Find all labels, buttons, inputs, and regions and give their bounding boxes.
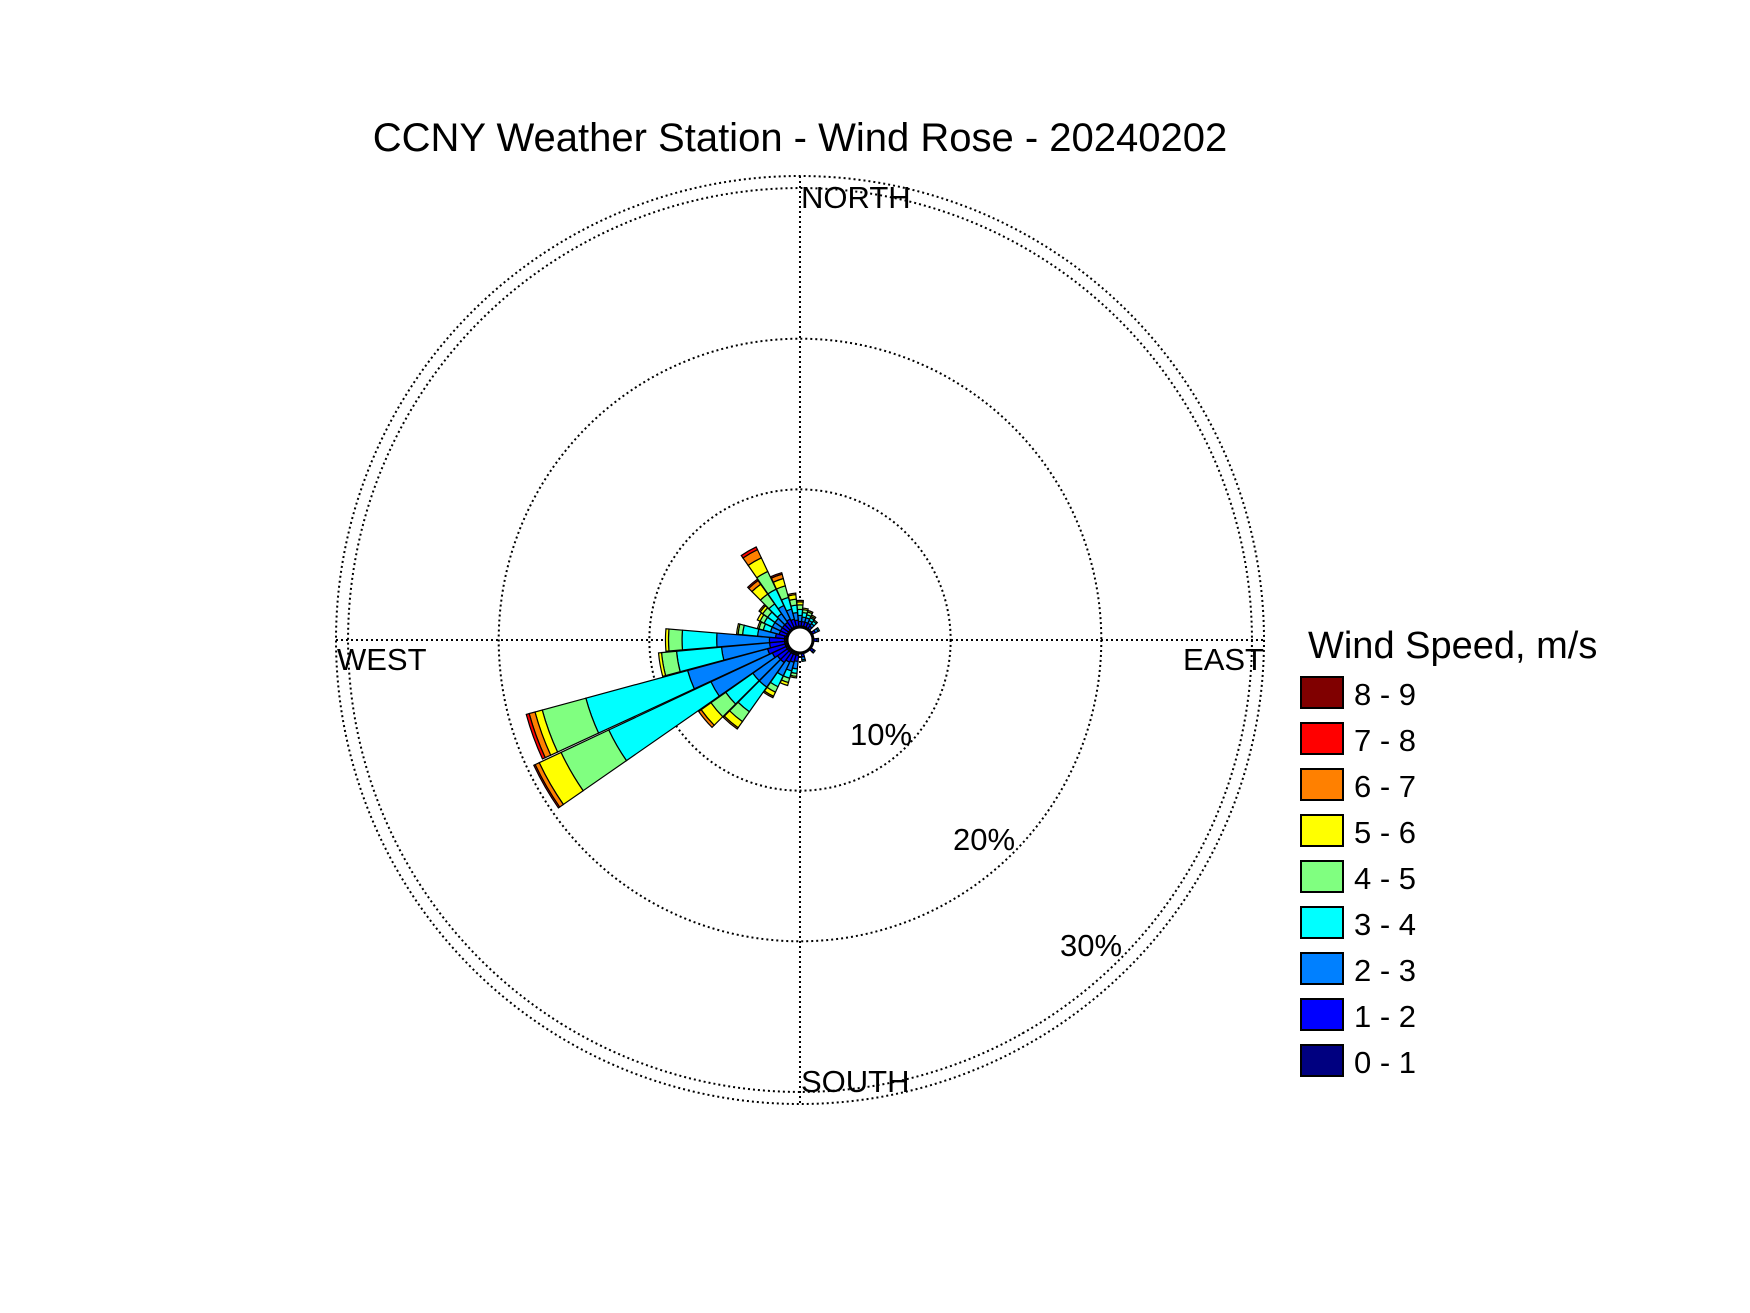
wind-sectors: [525, 546, 821, 809]
legend-title: Wind Speed, m/s: [1308, 625, 1597, 667]
ring-label-30: 30%: [1060, 928, 1122, 963]
legend-swatch-0: [1300, 676, 1344, 709]
direction-label-south: SOUTH: [801, 1064, 910, 1099]
sector-260-bin-5: [657, 651, 667, 678]
grid-ring-10: [648, 488, 952, 792]
sector-40-bin-4: [812, 619, 819, 625]
legend-label-2: 6 - 7: [1354, 769, 1416, 804]
sector-240-bin-7: [532, 763, 561, 809]
sector-130-bin-2: [811, 648, 816, 654]
legend-swatch-1: [1300, 722, 1344, 755]
ring-label-10: 10%: [850, 717, 912, 752]
sector-250-bin-7: [525, 712, 547, 760]
sector-340: [769, 571, 798, 631]
polar-grid: [335, 175, 1265, 1105]
direction-label-west: WEST: [337, 642, 427, 677]
sector-20-bin-5: [806, 609, 814, 615]
legend-swatch-6: [1300, 952, 1344, 985]
sector-340-bin-7: [769, 571, 783, 579]
sector-30-bin-5: [810, 614, 817, 620]
legend-label-7: 1 - 2: [1354, 999, 1416, 1034]
legend-label-8: 0 - 1: [1354, 1045, 1416, 1080]
sector-10-bin-5: [802, 607, 809, 612]
sector-0-bin-4: [796, 604, 804, 611]
legend-label-6: 2 - 3: [1354, 953, 1416, 988]
legend-label-3: 5 - 6: [1354, 815, 1416, 850]
sector-350-bin-6: [787, 592, 797, 597]
legend-label-5: 3 - 4: [1354, 907, 1416, 942]
legend-swatch-2: [1300, 768, 1344, 801]
sector-250: [525, 642, 791, 760]
sector-320: [746, 578, 795, 634]
legend-label-1: 7 - 8: [1354, 723, 1416, 758]
calm-center-circle: [785, 625, 815, 655]
sector-280-bin-3: [741, 624, 760, 637]
sector-260: [657, 640, 791, 678]
sector-270-bin-5: [664, 628, 670, 652]
direction-label-east: EAST: [1183, 642, 1264, 677]
direction-label-north: NORTH: [801, 180, 911, 215]
sector-300: [756, 612, 792, 637]
sector-270-bin-4: [667, 628, 684, 652]
sector-90-bin-2: [816, 637, 820, 643]
chart-title: CCNY Weather Station - Wind Rose - 20240…: [373, 116, 1228, 160]
sector-230: [697, 645, 794, 729]
sector-230-bin-6: [697, 708, 716, 729]
sector-190-bin-5: [789, 674, 798, 679]
legend-swatch-7: [1300, 998, 1344, 1031]
sector-220-bin-6: [722, 715, 739, 730]
legend: Wind Speed, m/s 8 - 9 7 - 8 6 - 7 5 - 6 4 - …: [1300, 625, 1597, 1080]
sector-170-bin-3: [801, 658, 807, 663]
sector-270-bin-3: [681, 629, 718, 651]
sector-0-bin-6: [796, 599, 804, 603]
sector-280-bin-5: [735, 622, 741, 636]
legend-label-4: 4 - 5: [1354, 861, 1416, 896]
legend-label-0: 8 - 9: [1354, 677, 1416, 712]
sector-60-bin-3: [815, 626, 821, 633]
legend-swatch-8: [1300, 1044, 1344, 1077]
legend-swatch-3: [1300, 814, 1344, 847]
legend-swatch-5: [1300, 906, 1344, 939]
sector-330-bin-7: [740, 546, 759, 559]
ring-label-20: 20%: [953, 822, 1015, 857]
legend-swatch-4: [1300, 860, 1344, 893]
